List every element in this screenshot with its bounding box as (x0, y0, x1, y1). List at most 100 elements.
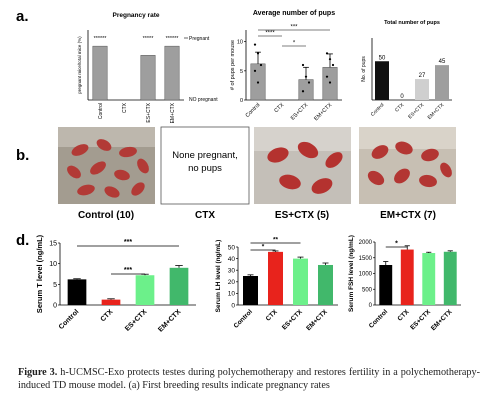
y-tick-label: 0 (53, 302, 57, 309)
y-tick-label: 5 (240, 69, 243, 75)
y-tick-label: 500 (362, 287, 373, 293)
y-tick-label: 0 (369, 303, 373, 309)
data-point (331, 63, 335, 67)
bar-emctx (164, 45, 180, 101)
chart-title: Pregnancy rate (113, 12, 160, 19)
panel-label-a: a. (16, 8, 29, 25)
bar-emctx (322, 67, 338, 101)
caption-label: Figure 3. (18, 367, 58, 378)
not-pregnant-label: NO pregnant (189, 97, 218, 103)
bar-emctx (435, 65, 449, 100)
y-axis-label: # of pups per mouse (230, 40, 236, 90)
photo-es-ctx (254, 127, 351, 204)
ctx-none-text-2: no pups (188, 163, 222, 174)
data-point (328, 81, 332, 84)
bar-esctx (293, 258, 308, 305)
x-tick-label: ES+CTX (146, 102, 152, 122)
ctx-none-text-1: None pregnant, (172, 150, 238, 161)
data-point (301, 63, 305, 67)
pregnant-label: Pregnant (189, 36, 210, 42)
bar-ctx (101, 299, 121, 305)
photo-label-em-ctx: EM+CTX (7) (380, 210, 436, 221)
bar-control (243, 276, 258, 305)
value-label: 27 (419, 73, 426, 79)
bar-ctx (400, 249, 414, 305)
data-point (304, 75, 308, 78)
y-tick-label: 5 (53, 282, 57, 289)
x-tick-label: CTX (122, 102, 128, 113)
significance-stars: * (293, 41, 296, 47)
value-label: 50 (379, 55, 386, 61)
photo-ctx-empty: None pregnant, no pups (160, 126, 250, 205)
bar-control (92, 45, 108, 101)
y-tick-label: 1000 (359, 272, 373, 278)
bar-control (375, 61, 389, 100)
data-point (328, 58, 332, 61)
x-tick-label: EM+CTX (170, 102, 176, 123)
significance-stars: **** (265, 31, 275, 37)
significance-stars: *** (124, 239, 132, 246)
significance-stars: ****** (166, 36, 180, 42)
significance-stars: * (395, 241, 398, 248)
data-point (253, 43, 257, 46)
y-axis-label: Serum T level (ng/mL) (35, 234, 44, 313)
y-tick-label: 40 (228, 256, 236, 263)
bar-esctx (415, 79, 429, 100)
data-point (325, 75, 329, 78)
panel-label-d: d. (16, 232, 29, 249)
data-point (256, 52, 260, 55)
photo-control (58, 127, 155, 204)
significance-stars: ****** (94, 36, 108, 42)
bar-esctx (422, 253, 436, 305)
y-tick-label: 0 (240, 98, 243, 104)
significance-stars: ** (273, 237, 279, 244)
chart-title: Average number of pups (253, 10, 335, 17)
data-point (325, 52, 329, 55)
bar-emctx (169, 267, 189, 305)
bar-ctx (268, 251, 283, 305)
data-point (253, 69, 257, 72)
value-label: 45 (439, 59, 446, 65)
y-tick-label: 10 (228, 291, 236, 298)
data-point (256, 81, 260, 84)
y-tick-label: 15 (49, 240, 57, 247)
y-tick-label: 10 (237, 40, 243, 46)
panel-label-b: b. (16, 147, 29, 164)
y-tick-label: 1500 (359, 256, 373, 262)
chart-title: Total number of pups (384, 20, 440, 26)
y-tick-label: 30 (228, 267, 236, 274)
y-axis-label: Serum LH level (ng/mL) (215, 240, 222, 313)
significance-stars: * (262, 244, 265, 251)
caption-text: h-UCMSC-Exo protects testes during polyc… (18, 367, 480, 391)
significance-stars: *** (124, 267, 132, 274)
data-point (307, 81, 311, 84)
x-tick-label: Control (98, 103, 104, 119)
y-axis-label: pregnant mice/total mice (%) (77, 36, 82, 94)
y-tick-label: 2000 (359, 240, 373, 246)
x-tick-label: CTX (394, 102, 406, 114)
y-tick-label: 10 (49, 261, 57, 268)
y-axis-label: Serum FSH level (ng/mL) (348, 235, 355, 312)
bar-emctx (443, 251, 457, 305)
y-tick-label: 20 (228, 279, 236, 286)
photo-label-es-ctx: ES+CTX (5) (275, 210, 329, 221)
photo-em-ctx (359, 127, 456, 204)
figure-caption: Figure 3. h-UCMSC-Exo protects testes du… (18, 366, 480, 392)
y-axis-label: No. of pups (361, 56, 367, 82)
data-point (259, 63, 263, 67)
value-label: 0 (400, 94, 404, 100)
photo-label-control: Control (10) (78, 210, 134, 221)
bar-emctx (318, 264, 333, 305)
y-tick-label: 0 (231, 302, 235, 309)
photo-label-ctx: CTX (195, 210, 215, 221)
significance-stars: *** (290, 25, 298, 31)
bar-esctx (135, 275, 155, 305)
pregnancy-rate-chart: Pregnancy rate pregnant mice/total mice (… (77, 12, 218, 123)
bar-control (379, 264, 393, 305)
bar-esctx (298, 79, 314, 101)
bar-esctx (140, 55, 156, 101)
y-tick-label: 50 (228, 244, 236, 251)
data-point (301, 90, 305, 93)
bar-control (67, 279, 87, 305)
